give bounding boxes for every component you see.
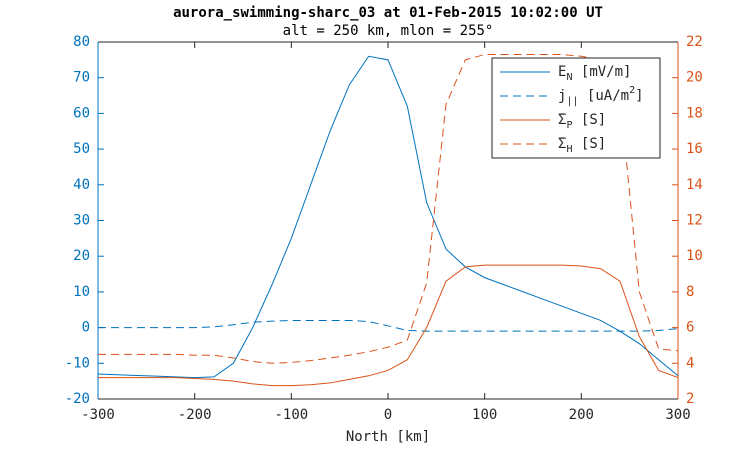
y2-tick-label: 18 (686, 105, 703, 121)
x-tick-label: -100 (274, 407, 308, 423)
y2-tick-label: 4 (686, 355, 694, 371)
y-tick-label: 40 (73, 177, 90, 193)
y-tick-label: 0 (82, 320, 90, 336)
y2-tick-label: 20 (686, 70, 703, 86)
series-line (97, 55, 679, 379)
x-tick-label: -300 (81, 407, 115, 423)
y-tick-label: 50 (73, 141, 90, 157)
y2-tick-label: 22 (686, 34, 703, 50)
legend-label: ΣP​ [S] (558, 112, 606, 131)
y-tick-label: 60 (73, 105, 90, 121)
y-tick-label: -10 (65, 355, 90, 371)
y2-tick-label: 6 (686, 320, 694, 336)
y2-tick-label: 14 (686, 177, 703, 193)
series-line (98, 319, 679, 332)
legend-label: EN​ [mV/m] (558, 64, 631, 83)
y2-tick-label: 12 (686, 213, 703, 229)
x-tick-label: -200 (178, 407, 212, 423)
chart-subtitle: alt = 250 km, mlon = 255° (283, 23, 494, 39)
y-tick-label: 70 (73, 70, 90, 86)
y-tick-label: 80 (73, 34, 90, 50)
series-line (98, 53, 679, 364)
chart-title: aurora_swimming-sharc_03 at 01-Feb-2015 … (173, 5, 603, 21)
y-tick-label: 20 (73, 248, 90, 264)
series-line (98, 264, 679, 387)
y-tick-label: -20 (65, 391, 90, 407)
x-tick-label: 300 (665, 407, 690, 423)
x-tick-label: 100 (472, 407, 497, 423)
legend-label: j||​ [uA/m2​] (558, 85, 644, 107)
y-tick-label: 10 (73, 284, 90, 300)
x-tick-label: 0 (384, 407, 392, 423)
y-tick-label: 30 (73, 213, 90, 229)
x-tick-label: 200 (569, 407, 594, 423)
y2-tick-label: 2 (686, 391, 694, 407)
x-axis-label: North [km] (346, 429, 430, 445)
legend-label: ΣH​ [S] (558, 136, 606, 155)
y2-tick-label: 10 (686, 248, 703, 264)
legend-box (491, 57, 661, 159)
y2-tick-label: 8 (686, 284, 694, 300)
y2-tick-label: 16 (686, 141, 703, 157)
